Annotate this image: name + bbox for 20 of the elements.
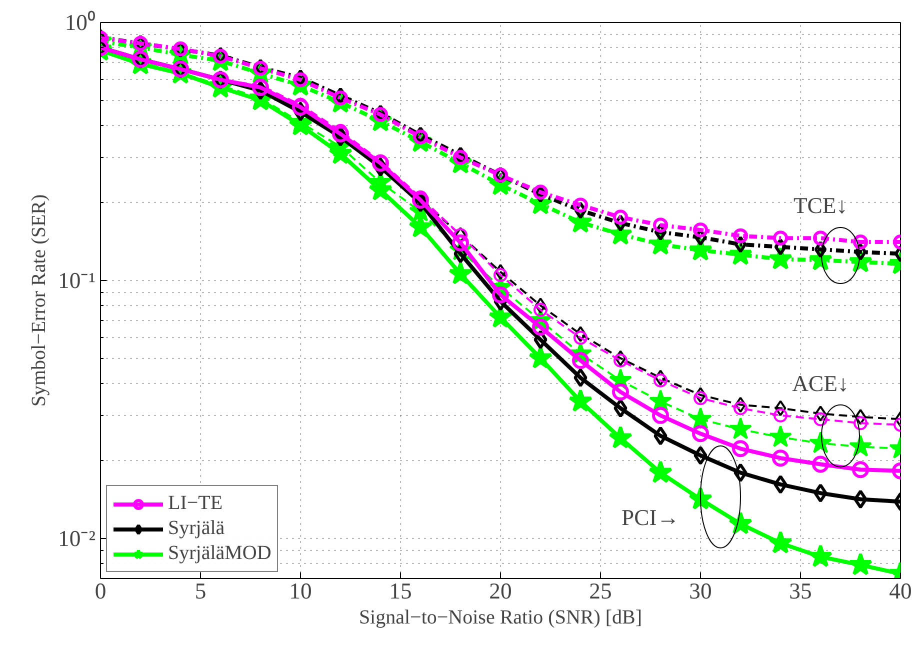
legend-label: SyrjäläMOD: [168, 542, 272, 565]
annotation: TCE↓: [793, 193, 848, 218]
x-tick-label: 40: [889, 578, 912, 604]
y-tick-label: 10⁰: [64, 10, 96, 35]
y-tick-label: 10⁻¹: [58, 268, 96, 294]
x-tick-label: 15: [389, 578, 412, 604]
legend-label: Syrjälä: [168, 517, 225, 540]
x-tick-label: 30: [689, 578, 712, 604]
x-tick-label: 20: [489, 578, 512, 604]
y-axis-title: Symbol−Error Rate (SER): [28, 194, 50, 407]
x-tick-label: 35: [789, 578, 812, 604]
annotation: ACE↓: [792, 371, 849, 396]
x-tick-label: 25: [589, 578, 612, 604]
x-tick-label: 5: [194, 578, 206, 604]
x-axis-title: Signal−to−Noise Ratio (SNR) [dB]: [358, 606, 642, 628]
x-tick-label: 0: [94, 578, 106, 604]
legend-label: LI−TE: [168, 492, 223, 515]
y-tick-label: 10⁻²: [58, 526, 96, 552]
annotation: PCI→: [622, 505, 680, 530]
x-tick-label: 10: [289, 578, 312, 604]
